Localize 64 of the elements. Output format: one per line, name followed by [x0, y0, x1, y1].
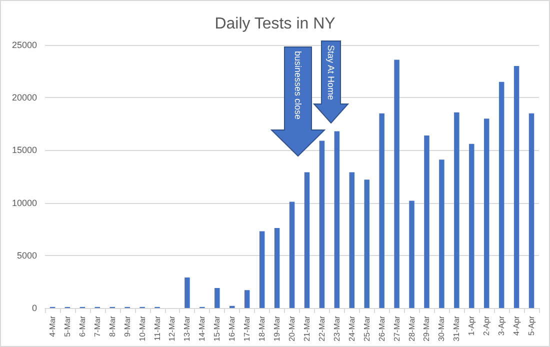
x-tick-label: 26-Mar	[377, 316, 386, 342]
bar	[498, 82, 504, 308]
x-tick-label: 31-Mar	[452, 316, 462, 342]
bar	[319, 140, 325, 308]
x-tick-label: 30-Mar	[437, 316, 446, 342]
x-tick-label: 9-Mar	[122, 316, 132, 337]
x-tick-label: 10-Mar	[138, 316, 147, 342]
bar	[214, 288, 220, 308]
x-tick-label: 14-Mar	[198, 316, 207, 342]
x-tick-label: 21-Mar	[302, 316, 312, 342]
x-tick-label: 27-Mar	[392, 316, 402, 342]
x-tick-label: 4-Apr	[512, 316, 522, 336]
bar	[454, 112, 460, 308]
x-tick-label: 16-Mar	[228, 316, 237, 342]
y-tick-label: 25000	[12, 40, 37, 50]
x-tick-label: 3-Apr	[497, 316, 506, 336]
x-tick-label: 20-Mar	[288, 316, 296, 342]
x-tick-label: 5-Mar	[62, 316, 72, 337]
annotation: Stay At Home	[326, 45, 336, 100]
x-tick-label: 6-Mar	[78, 316, 87, 337]
bar	[409, 200, 414, 308]
bar	[334, 131, 340, 308]
x-tick-label: 15-Mar	[212, 316, 222, 342]
bar	[274, 228, 280, 308]
bar	[424, 135, 430, 308]
x-tick-label: 11-Mar	[152, 316, 162, 341]
bar	[244, 290, 250, 308]
x-tick-label: 18-Mar	[258, 316, 267, 342]
x-tick-label: 22-Mar	[317, 316, 326, 342]
x-tick-label: 29-Mar	[422, 316, 432, 342]
x-tick-label: 13-Mar	[182, 316, 192, 342]
x-tick-label: 19-Mar	[272, 316, 282, 342]
x-tick-label: 17-Mar	[242, 316, 252, 342]
chart-title: Daily Tests in NY	[214, 16, 336, 32]
x-tick-label: 28-Mar	[407, 316, 416, 342]
x-tick-label: 7-Mar	[92, 316, 102, 337]
bar	[259, 231, 265, 308]
y-tick-label: 10000	[12, 198, 37, 208]
x-tick-label: 12-Mar	[168, 316, 177, 342]
x-tick-label: 4-Mar	[48, 316, 57, 337]
bar	[439, 160, 444, 308]
y-tick-label: 15000	[12, 145, 37, 156]
bar	[379, 113, 384, 308]
x-tick-label: 1-Apr	[467, 316, 476, 336]
y-tick-label: 20000	[12, 92, 37, 103]
bar	[484, 118, 490, 308]
y-tick-label: 5000	[16, 250, 37, 260]
bar	[184, 277, 190, 308]
bar	[528, 113, 534, 308]
x-tick-label: 25-Mar	[362, 316, 372, 342]
bar	[469, 144, 474, 308]
x-tick-label: 24-Mar	[347, 316, 356, 342]
bar	[364, 180, 370, 308]
bar	[304, 172, 310, 308]
annotation: businesses close	[293, 51, 303, 120]
bar	[514, 66, 520, 308]
x-tick-label: 23-Mar	[332, 316, 342, 342]
y-tick-label: 0	[32, 303, 37, 313]
bar	[349, 172, 354, 308]
x-tick-label: 2-Apr	[482, 316, 492, 336]
x-tick-label: 5-Apr	[527, 316, 536, 336]
x-tick-label: 8-Mar	[108, 316, 117, 337]
bar	[289, 202, 295, 308]
bar	[394, 60, 400, 308]
